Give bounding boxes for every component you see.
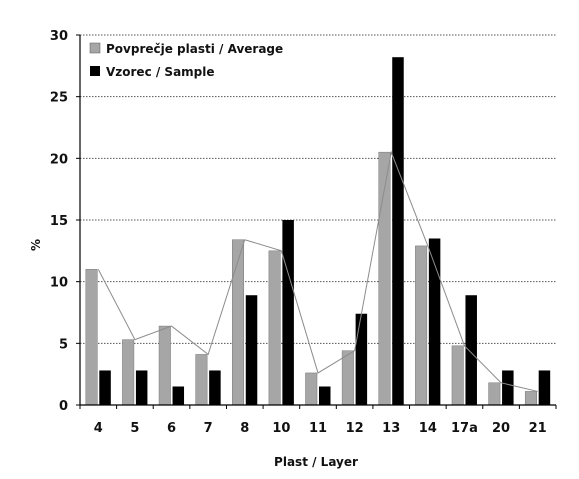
legend-swatch-sample [90,66,100,76]
x-tick-label: 12 [346,421,364,436]
bars [85,57,551,406]
x-tick-label: 20 [492,421,510,436]
y-tick-label: 15 [50,214,68,229]
bar-average [488,382,501,406]
legend-label-average: Povprečje plasti / Average [106,42,283,56]
bar-sample [465,295,477,405]
y-tick-label: 25 [50,91,68,106]
x-tick-label: 7 [204,421,213,436]
axes [76,34,557,409]
x-axis-title: Plast / Layer [274,455,358,469]
bar-average [232,239,245,406]
y-tick-label: 20 [50,152,68,167]
bar-sample [392,57,404,405]
bar-average [341,350,354,406]
bar-average [85,269,98,406]
y-axis-title: % [29,239,43,251]
bar-sample [319,386,331,405]
bar-average [451,345,464,406]
bar-sample [172,386,185,405]
x-tick-labels: 4 5 6 7 8 10 11 12 13 14 17a 20 21 [94,421,547,436]
bar-sample [245,295,258,405]
x-tick-label: 5 [130,421,139,436]
legend-label-sample: Vzorec / Sample [106,65,215,79]
y-tick-label: 0 [59,399,68,414]
legend-swatch-average [89,42,101,54]
x-tick-label: 17a [451,421,478,436]
x-tick-label: 13 [382,421,400,436]
bar-average [195,354,208,406]
legend: Povprečje plasti / Average Vzorec / Samp… [89,42,283,79]
bar-sample [502,370,514,405]
average-trend-line [97,150,538,392]
bar-sample [99,370,111,405]
bar-average [158,325,171,406]
x-tick-label: 8 [240,421,249,436]
bar-sample [538,370,551,405]
bar-sample [355,313,368,405]
bar-average [524,391,537,406]
bar-sample [428,238,441,405]
bar-average [122,339,135,406]
y-tick-label: 5 [59,337,68,352]
gridlines [80,34,556,344]
x-tick-label: 10 [272,421,290,436]
bar-sample [282,220,294,405]
y-tick-label: 10 [50,276,68,291]
bar-average [268,250,281,406]
x-tick-label: 14 [419,421,437,436]
y-tick-label: 30 [50,29,68,44]
x-tick-label: 11 [309,421,327,436]
bar-sample [135,370,148,405]
bar-sample [209,370,221,405]
bar-average [305,372,318,406]
x-tick-label: 6 [167,421,176,436]
y-tick-labels: 0 5 10 15 20 25 30 [50,29,68,414]
x-tick-label: 21 [529,421,547,436]
bar-average [415,245,428,406]
average-line [97,150,538,392]
x-tick-label: 4 [94,421,103,436]
